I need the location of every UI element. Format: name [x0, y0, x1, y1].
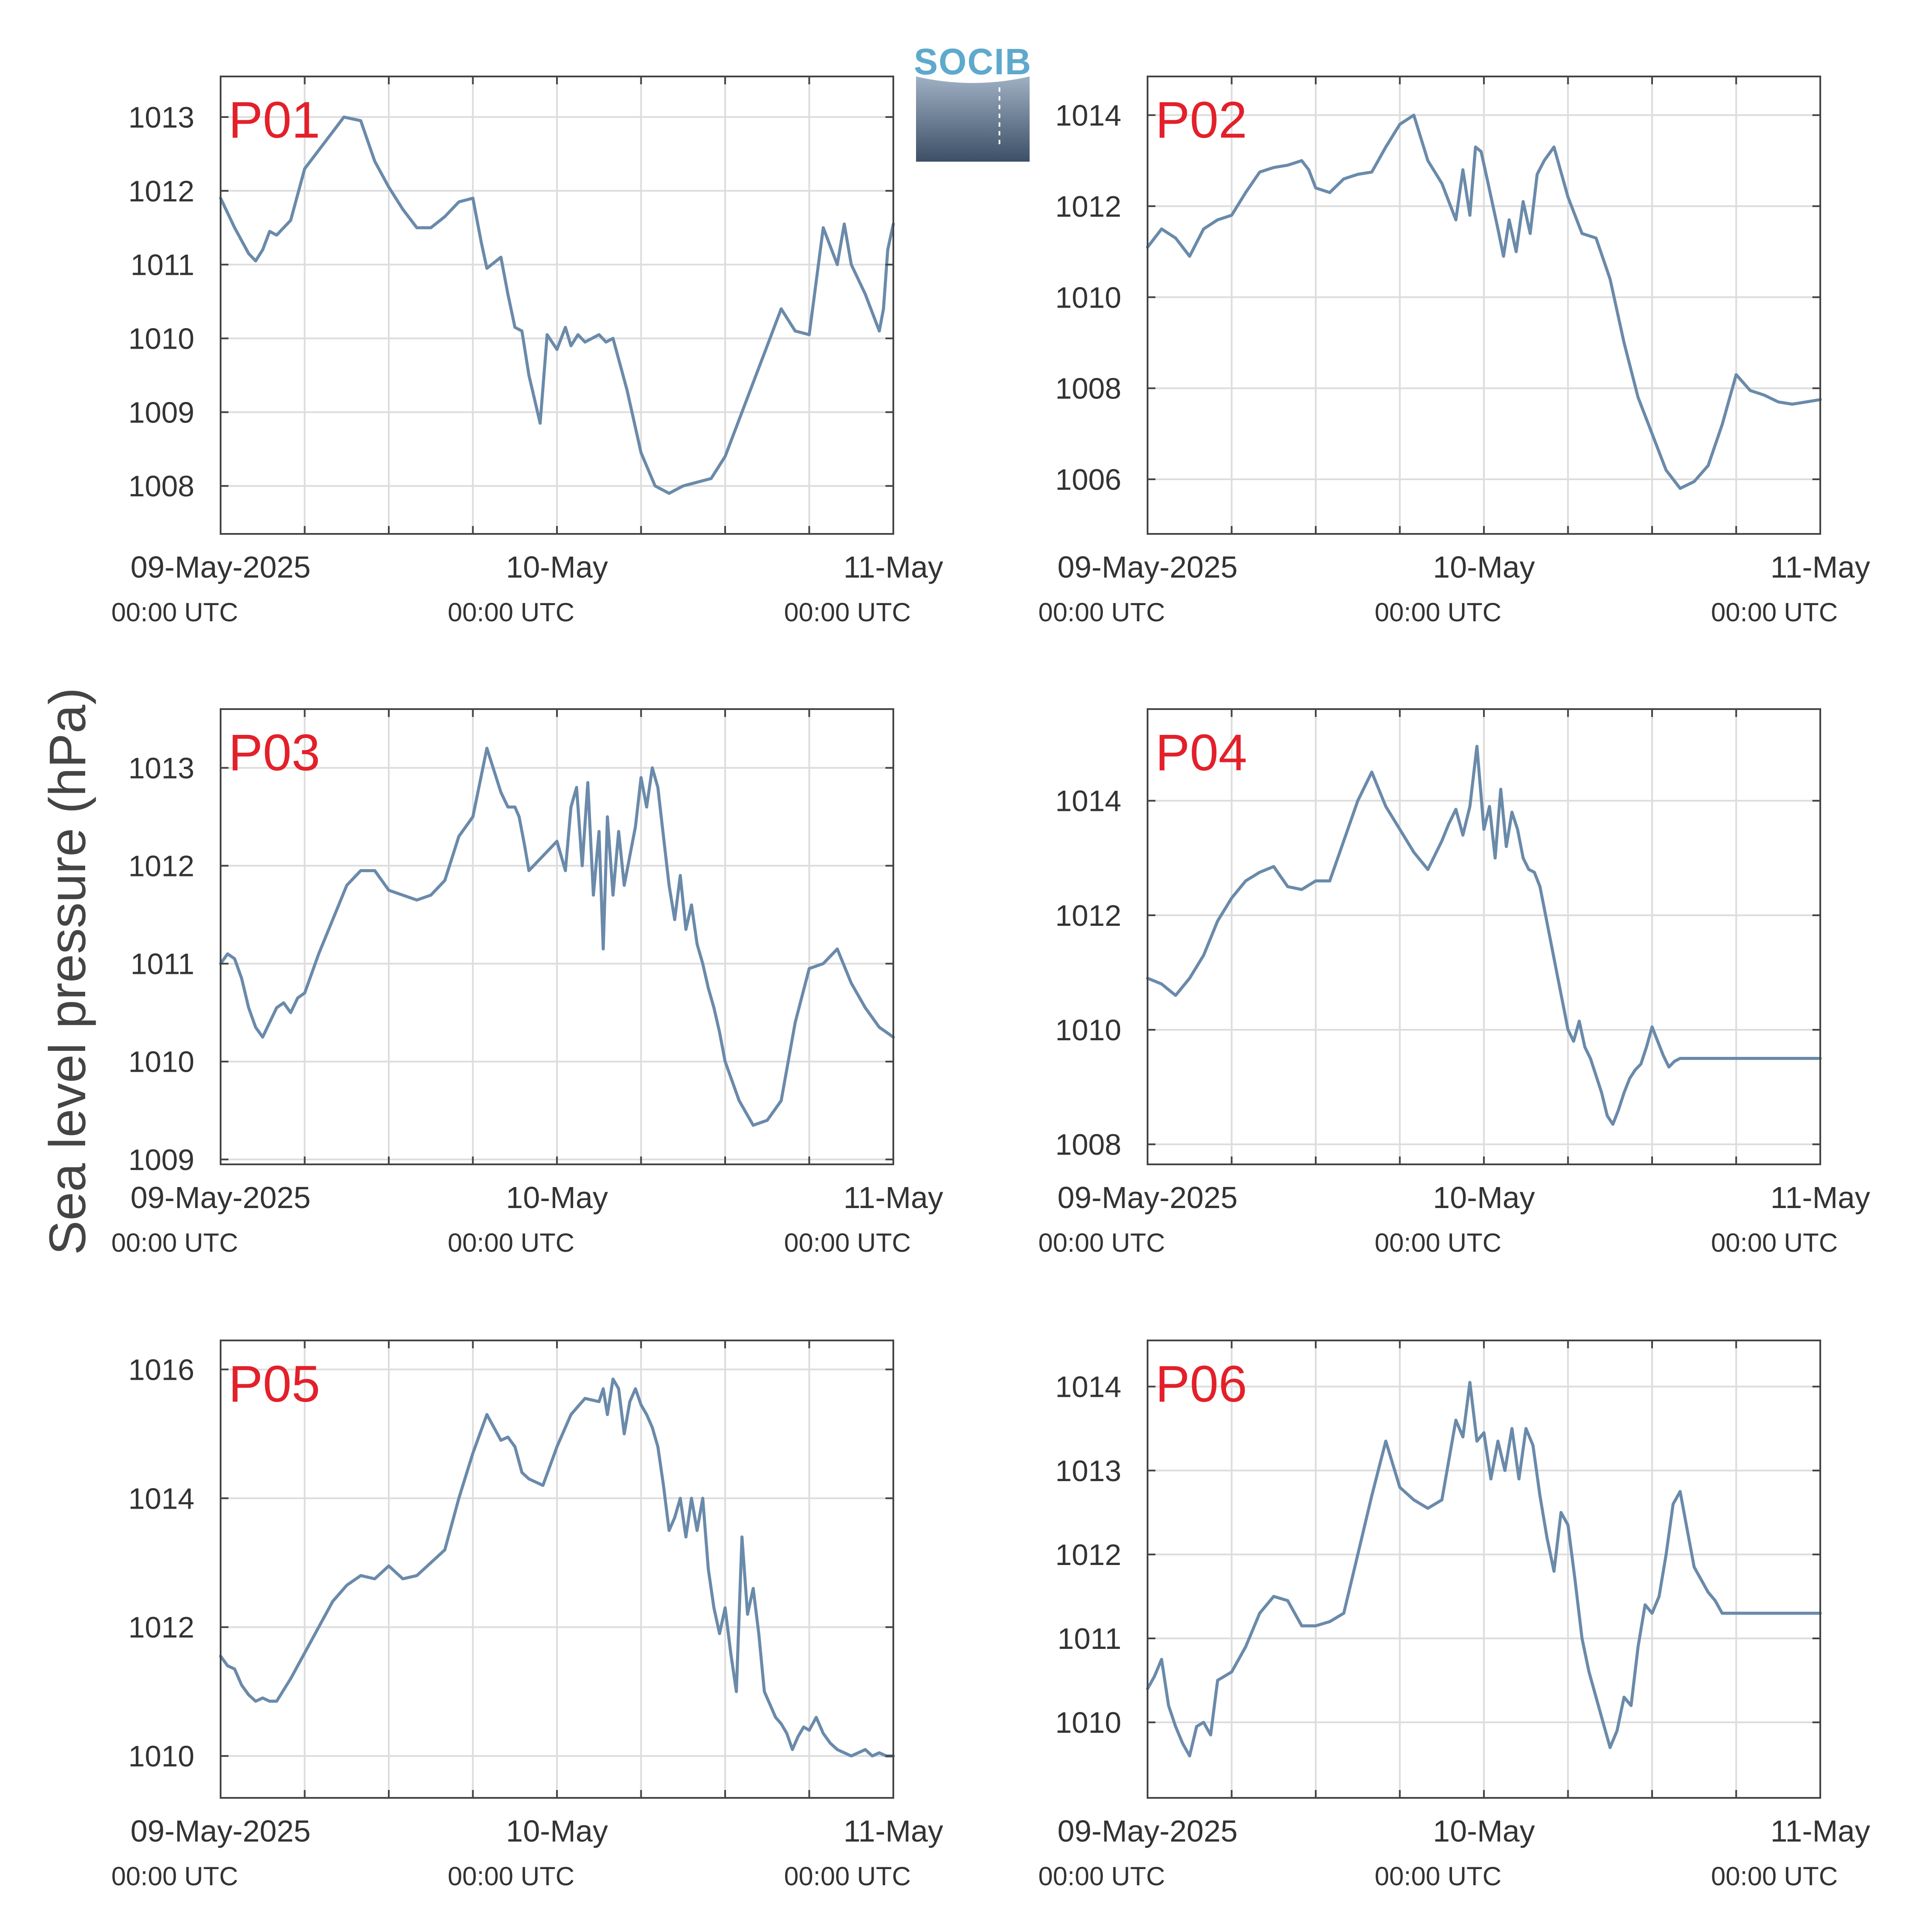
x-tick-sublabel: 00:00 UTC — [111, 1862, 238, 1891]
x-tick-label: 10-May — [506, 550, 608, 584]
x-tick-label: 11-May — [1770, 1181, 1870, 1215]
x-tick-sublabel: 00:00 UTC — [1375, 598, 1501, 627]
y-tick-label: 1014 — [128, 1482, 194, 1515]
panel-p05: 1010 1012 1014 1016 09-May-2025 00:00 UTC 10-M… — [111, 1340, 943, 1891]
panel-label: P01 — [228, 91, 320, 149]
y-tick-label: 1012 — [1055, 1538, 1121, 1572]
x-tick-label: 09-May-2025 — [1058, 1814, 1238, 1848]
x-tick-label: 09-May-2025 — [131, 550, 311, 584]
panel-label: P04 — [1155, 724, 1247, 782]
panel-p04: 1008 1010 1012 1014 09-May-2025 00:00 UTC 10-M… — [1038, 708, 1870, 1257]
x-tick-label: 09-May-2025 — [1058, 550, 1238, 584]
y-axis-label: Sea level pressure (hPa) — [39, 688, 97, 1255]
panel-label: P03 — [228, 724, 320, 782]
x-tick-label: 09-May-2025 — [131, 1181, 311, 1215]
y-tick-label: 1012 — [128, 175, 194, 208]
x-tick-label: 09-May-2025 — [131, 1814, 311, 1848]
x-tick-label: 11-May — [1770, 1814, 1870, 1848]
y-tick-label: 1012 — [1055, 190, 1121, 223]
y-tick-label: 1010 — [1055, 1014, 1121, 1047]
panels: 1008 1009 1010 1011 1012 1013 09-May-2025 00:00… — [111, 76, 1870, 1891]
y-tick-label: 1011 — [131, 948, 194, 981]
y-tick-label: 1008 — [128, 470, 194, 503]
x-tick-sublabel: 00:00 UTC — [1711, 598, 1838, 627]
y-tick-label: 1014 — [1055, 1371, 1121, 1404]
x-tick-label: 10-May — [1433, 1814, 1535, 1848]
y-tick-label: 1013 — [128, 101, 194, 134]
y-tick-label: 1010 — [128, 322, 194, 355]
x-tick-label: 10-May — [506, 1181, 608, 1215]
panel-label: P02 — [1155, 91, 1247, 149]
series-line-p02 — [1146, 114, 1822, 490]
x-tick-label: 09-May-2025 — [1058, 1181, 1238, 1215]
x-tick-sublabel: 00:00 UTC — [784, 1228, 911, 1257]
x-tick-label: 10-May — [1433, 1181, 1535, 1215]
y-tick-label: 1008 — [1055, 1128, 1121, 1161]
y-tick-label: 1011 — [1058, 1622, 1121, 1655]
x-tick-label: 10-May — [1433, 550, 1535, 584]
x-tick-label: 11-May — [844, 550, 943, 584]
series-line-p04 — [1146, 744, 1822, 1126]
series-line-p03 — [219, 747, 895, 1127]
socib-logo: SOCIB — [914, 41, 1032, 162]
panel-label: P06 — [1155, 1355, 1247, 1413]
y-tick-label: 1014 — [1055, 785, 1121, 818]
series-line-p05 — [219, 1378, 895, 1758]
y-tick-label: 1010 — [1055, 1706, 1121, 1739]
x-tick-label: 11-May — [844, 1181, 943, 1215]
series-line-p06 — [1146, 1381, 1822, 1758]
panel-p06: 1010 1011 1012 1013 1014 09-May-2025 00:00 UTC… — [1038, 1340, 1870, 1891]
y-tick-label: 1014 — [1055, 99, 1121, 132]
x-tick-label: 10-May — [506, 1814, 608, 1848]
y-tick-label: 1010 — [1055, 281, 1121, 314]
y-tick-label: 1011 — [131, 249, 194, 282]
x-tick-sublabel: 00:00 UTC — [448, 598, 574, 627]
logo-text: SOCIB — [914, 41, 1032, 82]
y-tick-label: 1010 — [128, 1740, 194, 1773]
panel-p03: 1009 1010 1011 1012 1013 09-May-2025 00:00 UTC… — [111, 708, 943, 1257]
x-tick-sublabel: 00:00 UTC — [1038, 1228, 1165, 1257]
x-tick-sublabel: 00:00 UTC — [111, 598, 238, 627]
series-line-p01 — [219, 115, 895, 495]
x-tick-label: 11-May — [1770, 550, 1870, 584]
x-tick-sublabel: 00:00 UTC — [1038, 598, 1165, 627]
x-tick-sublabel: 00:00 UTC — [1038, 1862, 1165, 1891]
panel-p01: 1008 1009 1010 1011 1012 1013 09-May-2025 00:00… — [111, 76, 943, 627]
x-tick-label: 11-May — [844, 1814, 943, 1848]
x-tick-sublabel: 00:00 UTC — [448, 1228, 574, 1257]
y-tick-label: 1012 — [128, 1611, 194, 1644]
panel-label: P05 — [228, 1355, 320, 1413]
x-tick-sublabel: 00:00 UTC — [448, 1862, 574, 1891]
x-tick-sublabel: 00:00 UTC — [1711, 1228, 1838, 1257]
panel-p02: 1006 1008 1010 1012 1014 09-May-2025 00:00 UTC… — [1038, 76, 1870, 627]
y-tick-label: 1016 — [128, 1353, 194, 1386]
y-tick-label: 1009 — [128, 396, 194, 429]
y-tick-label: 1006 — [1055, 463, 1121, 496]
x-tick-sublabel: 00:00 UTC — [111, 1228, 238, 1257]
y-tick-label: 1012 — [1055, 899, 1121, 932]
x-tick-sublabel: 00:00 UTC — [1375, 1862, 1501, 1891]
y-tick-label: 1009 — [128, 1143, 194, 1177]
x-tick-sublabel: 00:00 UTC — [784, 598, 911, 627]
x-tick-sublabel: 00:00 UTC — [1375, 1228, 1501, 1257]
y-tick-label: 1012 — [128, 850, 194, 883]
x-tick-sublabel: 00:00 UTC — [784, 1862, 911, 1891]
x-tick-sublabel: 00:00 UTC — [1711, 1862, 1838, 1891]
y-tick-label: 1008 — [1055, 372, 1121, 405]
y-tick-label: 1013 — [1055, 1454, 1121, 1488]
y-tick-label: 1010 — [128, 1046, 194, 1079]
y-tick-label: 1013 — [128, 751, 194, 785]
